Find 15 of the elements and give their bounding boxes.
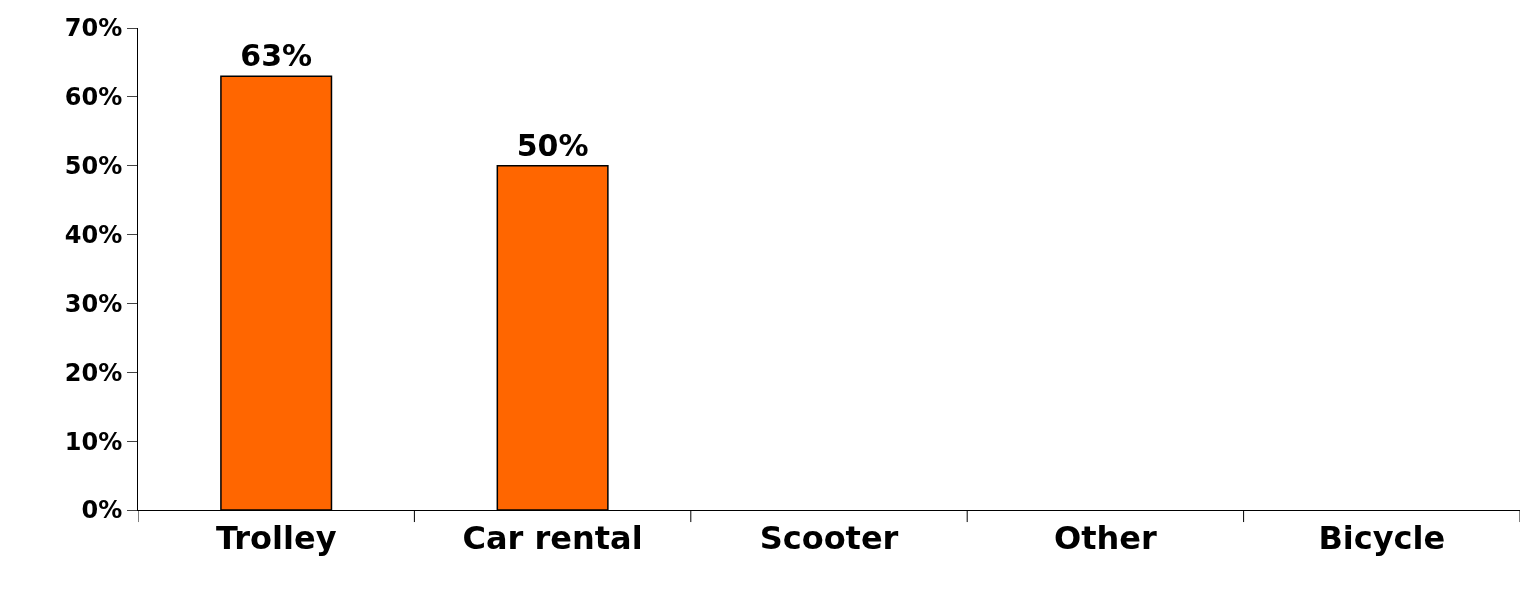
y-tick-label: 50% xyxy=(64,152,123,181)
y-tick-label: 40% xyxy=(64,220,123,249)
data-label: 50% xyxy=(516,127,589,163)
data-label: 63% xyxy=(240,38,313,74)
y-tick-label: 70% xyxy=(64,14,123,43)
x-tick-label: Trolley xyxy=(215,519,337,558)
y-tick-label: 60% xyxy=(64,83,123,112)
x-tick-label: Scooter xyxy=(759,519,899,558)
y-tick-label: 30% xyxy=(64,289,123,318)
y-tick-label: 20% xyxy=(64,358,123,387)
y-tick-label: 0% xyxy=(81,496,123,525)
x-tick-label: Bicycle xyxy=(1318,519,1446,558)
x-tick-label: Car rental xyxy=(462,519,643,558)
y-tick-label: 10% xyxy=(64,427,123,456)
x-tick-label: Other xyxy=(1054,519,1157,558)
